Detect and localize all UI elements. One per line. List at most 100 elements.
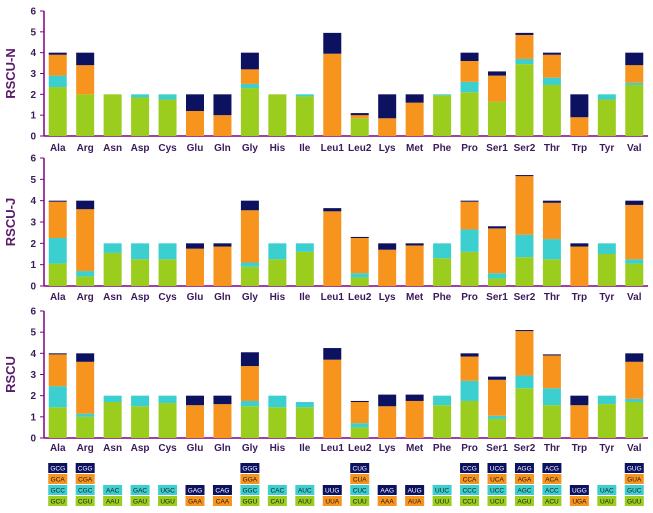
bar-segment <box>542 354 561 356</box>
codon-legend-box <box>48 463 68 473</box>
bar-segment <box>625 84 644 136</box>
codon-legend-box <box>542 463 562 473</box>
bar-segment <box>542 54 561 78</box>
bar-segment <box>515 58 534 65</box>
category-label: Ser2 <box>514 143 536 154</box>
bar-segment <box>295 243 314 252</box>
codon-legend-label: CCU <box>462 499 476 506</box>
codon-legend-box <box>240 474 260 484</box>
bar-segment <box>186 94 204 111</box>
bar-segment <box>378 394 397 407</box>
codon-legend-label: CAC <box>270 488 284 495</box>
y-tick-label: 5 <box>30 175 36 186</box>
codon-legend-label: UCA <box>490 477 504 484</box>
codon-legend-box <box>432 485 452 495</box>
bar-segment <box>48 54 67 76</box>
codon-legend-label: ACG <box>545 466 559 473</box>
y-tick-label: 2 <box>30 391 36 402</box>
codon-legend-box <box>569 496 589 506</box>
codon-legend-box <box>295 485 315 495</box>
category-label: Lys <box>379 443 396 454</box>
bar-segment <box>515 234 534 258</box>
bar-segment <box>48 386 67 408</box>
category-label: Asn <box>103 443 122 454</box>
codon-legend-box <box>624 485 644 495</box>
bar-segment <box>131 395 150 407</box>
bar-segment <box>488 273 506 279</box>
y-tick-label: 0 <box>30 132 36 143</box>
codon-legend-box <box>240 496 260 506</box>
codon-legend-label: AGC <box>517 488 531 495</box>
bar-segment <box>542 52 561 55</box>
category-label: Asp <box>131 443 150 454</box>
category-label: Arg <box>77 143 94 154</box>
bar-segment <box>542 355 561 389</box>
category-label: Ser1 <box>486 292 508 303</box>
bar-segment <box>186 111 204 136</box>
codon-legend-box <box>405 485 425 495</box>
codon-legend-label: GGG <box>242 466 257 473</box>
y-tick-label: 2 <box>30 90 36 101</box>
bar-segment <box>158 403 177 438</box>
codon-legend-box <box>322 485 342 495</box>
bar-segment <box>515 375 534 389</box>
bar-segment <box>295 94 314 97</box>
bar-segment <box>433 405 452 438</box>
bar-segment <box>295 251 314 286</box>
category-label: Arg <box>77 292 94 303</box>
bar-segment <box>240 88 259 136</box>
bar-segment <box>48 407 67 438</box>
codon-legend-label: ACC <box>545 488 559 495</box>
bar-segment <box>186 248 204 286</box>
y-tick-label: 0 <box>30 282 36 293</box>
category-label: Cys <box>158 292 177 303</box>
bar-segment <box>48 354 67 387</box>
codon-legend-label: GCC <box>51 488 66 495</box>
codon-legend-label: GGU <box>243 499 258 506</box>
codon-legend-box <box>624 496 644 506</box>
bar-segment <box>350 236 369 238</box>
codon-legend-box <box>185 496 205 506</box>
bar-segment <box>48 353 67 355</box>
category-label: His <box>270 143 286 154</box>
bar-segment <box>186 395 204 406</box>
codon-legend-box <box>624 463 644 473</box>
codon-legend-label: GCG <box>50 466 65 473</box>
bar-segment <box>488 71 506 76</box>
bar-segment <box>323 208 342 212</box>
bar-segment <box>186 405 204 438</box>
bar-segment <box>515 331 534 376</box>
codon-legend-label: ACU <box>545 499 559 506</box>
category-label: Asp <box>131 143 150 154</box>
y-tick-label: 4 <box>30 196 36 207</box>
bar-segment <box>460 61 479 82</box>
bar-segment <box>48 263 67 286</box>
bar-segment <box>460 229 479 252</box>
category-label: Tyr <box>599 143 614 154</box>
codon-legend-label: AAG <box>380 488 394 495</box>
bar-segment <box>48 75 67 88</box>
bar-segment <box>488 379 506 416</box>
codon-legend-box <box>460 474 480 484</box>
category-label: Asp <box>131 292 150 303</box>
codon-legend-box <box>130 496 150 506</box>
bar-segment <box>350 113 369 116</box>
codon-legend-label: CCA <box>463 477 477 484</box>
bar-segment <box>76 353 95 362</box>
category-label: Ala <box>50 443 66 454</box>
codon-legend-label: UAC <box>600 488 614 495</box>
codon-legend-box <box>75 463 95 473</box>
bar-segment <box>625 52 644 66</box>
codon-legend-box <box>487 474 507 484</box>
codon-legend-box <box>350 474 370 484</box>
category-label: Val <box>627 443 642 454</box>
bar-segment <box>597 395 616 405</box>
category-label: Asn <box>103 292 122 303</box>
bar-segment <box>515 388 534 438</box>
codon-legend-label: CGA <box>78 477 93 484</box>
codon-legend-label: GCA <box>51 477 66 484</box>
bar-segment <box>76 271 95 277</box>
bar-segment <box>350 115 369 119</box>
codon-legend-box <box>514 463 534 473</box>
codon-legend-box <box>542 474 562 484</box>
